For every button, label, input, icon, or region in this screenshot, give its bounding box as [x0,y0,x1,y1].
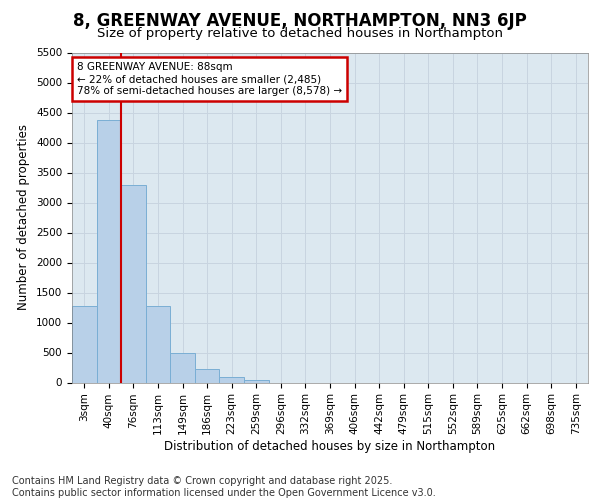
Text: 8 GREENWAY AVENUE: 88sqm
← 22% of detached houses are smaller (2,485)
78% of sem: 8 GREENWAY AVENUE: 88sqm ← 22% of detach… [77,62,342,96]
Bar [170,352,195,382]
Text: Contains HM Land Registry data © Crown copyright and database right 2025.
Contai: Contains HM Land Registry data © Crown c… [12,476,436,498]
Bar [97,120,121,382]
Bar [146,306,170,382]
X-axis label: Distribution of detached houses by size in Northampton: Distribution of detached houses by size … [164,440,496,453]
Text: Size of property relative to detached houses in Northampton: Size of property relative to detached ho… [97,28,503,40]
Bar [244,380,269,382]
Bar [195,368,220,382]
Text: 8, GREENWAY AVENUE, NORTHAMPTON, NN3 6JP: 8, GREENWAY AVENUE, NORTHAMPTON, NN3 6JP [73,12,527,30]
Bar [121,184,146,382]
Y-axis label: Number of detached properties: Number of detached properties [17,124,31,310]
Bar [220,377,244,382]
Bar [72,306,97,382]
